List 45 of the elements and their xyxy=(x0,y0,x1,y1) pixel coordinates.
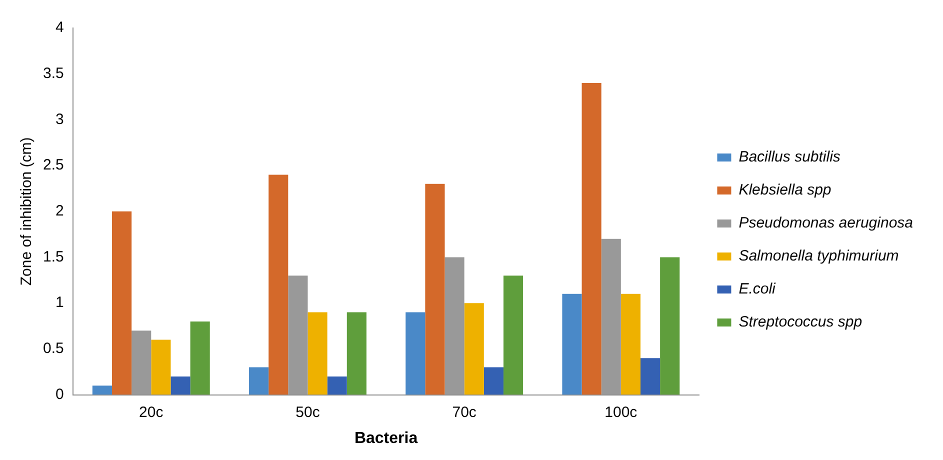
bar xyxy=(464,303,484,395)
bar xyxy=(112,211,132,395)
legend-label: Streptococcus spp xyxy=(738,314,862,331)
bar xyxy=(620,294,640,395)
bar xyxy=(484,367,504,395)
bar xyxy=(308,312,328,395)
y-tick-label: 1.5 xyxy=(42,248,64,266)
bar xyxy=(562,294,582,395)
y-tick-label: 3 xyxy=(56,110,64,128)
y-tick-label: 3.5 xyxy=(42,64,64,82)
bar xyxy=(132,330,152,395)
x-tick-label: 50c xyxy=(296,404,320,421)
legend-label: Bacillus subtilis xyxy=(738,148,841,166)
bar xyxy=(288,276,308,395)
bar xyxy=(444,257,464,395)
bar xyxy=(503,276,524,395)
bar xyxy=(249,367,269,395)
bar xyxy=(268,174,288,395)
bar xyxy=(406,312,426,395)
x-tick-label: 70c xyxy=(452,404,477,421)
bar xyxy=(92,386,112,395)
y-tick-label: 0 xyxy=(56,386,64,403)
bar xyxy=(660,257,680,395)
y-tick-label: 2 xyxy=(56,202,64,220)
y-axis-title: Zone of inhibition (cm) xyxy=(18,137,36,286)
bar xyxy=(346,312,366,395)
legend-label: Salmonella typhimurium xyxy=(738,248,899,265)
bar xyxy=(170,376,190,395)
bar xyxy=(190,321,210,395)
bar xyxy=(151,340,171,395)
bar xyxy=(425,184,445,395)
x-axis-title: Bacteria xyxy=(354,430,418,447)
y-tick-label: 2.5 xyxy=(42,156,64,174)
x-tick-label: 100c xyxy=(604,404,638,421)
x-tick-label: 20c xyxy=(139,404,164,421)
bar xyxy=(601,238,621,395)
bar xyxy=(327,376,347,395)
y-tick-label: 0.5 xyxy=(42,340,64,358)
bar xyxy=(640,358,660,395)
legend-label: Klebsiella spp xyxy=(738,182,832,199)
y-tick-label: 1 xyxy=(56,294,64,312)
bar xyxy=(582,83,602,395)
legend-label: E.coli xyxy=(738,280,776,298)
legend-label: Pseudomonas aeruginosa xyxy=(738,214,914,232)
y-tick-label: 4 xyxy=(56,19,64,36)
